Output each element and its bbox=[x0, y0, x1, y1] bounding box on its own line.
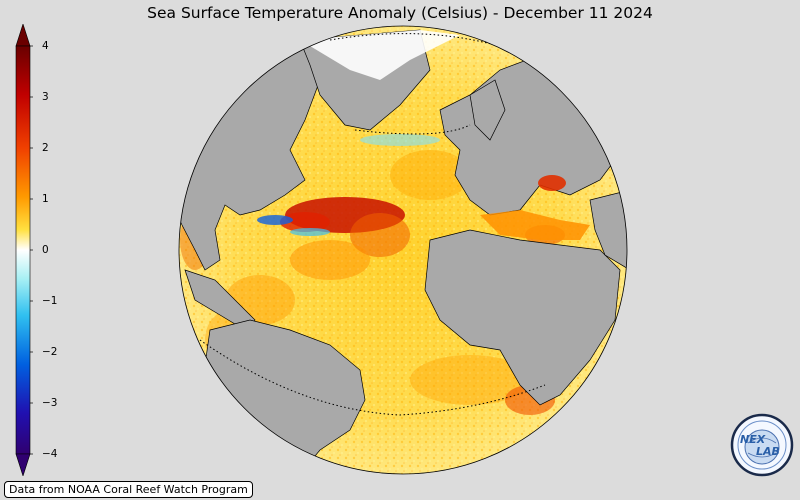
colorbar-tick-label: −1 bbox=[42, 295, 58, 307]
colorbar-tick-label: 0 bbox=[42, 244, 49, 256]
colorbar-tick-label: 1 bbox=[42, 193, 49, 205]
colorbar-gradient bbox=[15, 24, 33, 476]
colorbar-tick-label: −2 bbox=[42, 346, 58, 358]
arctic-region bbox=[300, 30, 460, 80]
colorbar-tick-label: 2 bbox=[42, 142, 49, 154]
logo-seal-icon: NEX LAB bbox=[730, 413, 794, 477]
land-africa bbox=[424, 229, 621, 406]
data-source-credit: Data from NOAA Coral Reef Watch Program bbox=[4, 481, 253, 498]
globe-outline bbox=[178, 25, 628, 475]
colorbar-tick-label: −3 bbox=[42, 397, 58, 409]
globe-surface bbox=[179, 26, 627, 474]
arctic-circle-line bbox=[354, 124, 471, 135]
polar-circle-line bbox=[329, 33, 496, 46]
svg-text:LAB: LAB bbox=[756, 445, 780, 458]
mediterranean-sea bbox=[480, 210, 590, 240]
colorbar-tick-label: 3 bbox=[42, 91, 49, 103]
map-title: Sea Surface Temperature Anomaly (Celsius… bbox=[147, 4, 653, 22]
colorbar-tick-label: −4 bbox=[42, 448, 58, 460]
colorbar-tick-label: 4 bbox=[42, 40, 49, 52]
colorbar: 4 3 2 1 0 −1 −2 −3 −4 bbox=[14, 24, 70, 476]
black-sea bbox=[538, 175, 566, 191]
land-scandinavia bbox=[469, 79, 506, 141]
nexlab-logo: NEX LAB bbox=[730, 413, 794, 477]
tropic-line bbox=[199, 339, 546, 416]
svg-text:NEX: NEX bbox=[740, 433, 766, 446]
